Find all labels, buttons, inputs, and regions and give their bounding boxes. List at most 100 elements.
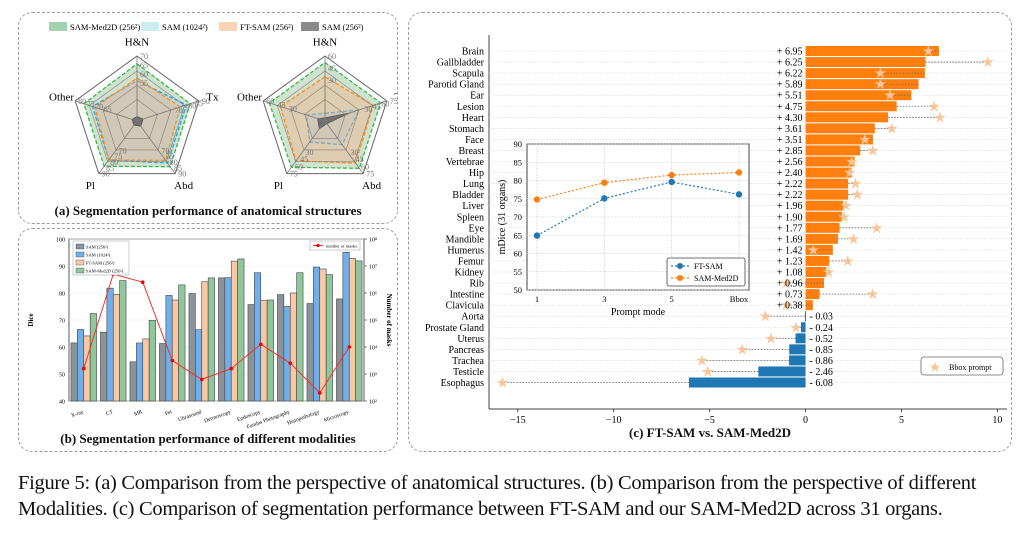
inset-point-sam-med2d: [735, 169, 743, 176]
radar-spoke: [98, 120, 138, 174]
radar-spoke: [75, 100, 138, 122]
inset-legend-marker: [677, 275, 683, 281]
radar-tick: 70: [161, 146, 169, 155]
organ-label: Uterus: [457, 334, 484, 345]
diff-value: - 6.08: [810, 378, 833, 389]
diff-bar: [805, 222, 840, 233]
diff-bar: [805, 101, 897, 112]
y2-axis-label: Number of masks: [385, 294, 393, 347]
bar-sam-1024-: [136, 342, 144, 402]
organ-label: Parotid Gland: [428, 80, 484, 91]
masks-point: [347, 345, 352, 349]
bbox-legend-label: Bbox prompt: [949, 363, 992, 372]
diff-bar: [805, 134, 873, 145]
masks-point: [170, 358, 175, 363]
bbox-prompt-star: ★: [701, 364, 714, 380]
diff-value: - 0.52: [810, 334, 833, 345]
radar-spoke: [263, 100, 326, 122]
bbox-prompt-star: ★: [780, 298, 793, 314]
diff-bar: [805, 200, 844, 211]
radar-tick: 75: [87, 100, 95, 109]
bar-sam-med2d-256-: [237, 258, 245, 402]
masks-point: [199, 377, 204, 382]
diff-value: - 0.03: [810, 312, 833, 323]
inset-y-label: mDice (31 organs): [497, 180, 508, 255]
radar-grid: [304, 99, 346, 139]
panel-b-title: (b) Segmentation performance of differen…: [60, 431, 356, 446]
figure-caption: Figure 5: (a) Comparison from the perspe…: [18, 472, 977, 520]
bbox-prompt-star: ★: [874, 66, 887, 82]
radar-tick: 75: [366, 170, 374, 179]
y2-tick: 10⁵: [369, 319, 377, 325]
organ-label: Clavicula: [446, 301, 485, 312]
organ-label: Humerus: [447, 245, 484, 256]
x-tick: −5: [704, 415, 715, 426]
organ-label: Lesion: [457, 102, 484, 113]
organ-label: Intestine: [450, 290, 485, 301]
legend-swatch: [75, 243, 85, 250]
organ-label: Kidney: [455, 268, 484, 279]
legend-label: SAM (1024²): [162, 22, 208, 32]
diff-value: + 1.96: [777, 201, 803, 212]
radar-tick: 75: [181, 104, 189, 113]
masks-point: [317, 391, 322, 395]
diff-bar: [805, 233, 838, 244]
masks-point: [288, 361, 293, 365]
bar-ft-sam-256-: [348, 258, 356, 402]
radar-tick: 60: [381, 100, 389, 109]
legend-label: number of masks: [326, 244, 357, 249]
diff-bar: [688, 377, 806, 388]
bar-sam-1024-: [313, 266, 321, 402]
radar-tick: 30: [289, 104, 297, 113]
organ-label: Mandible: [446, 234, 485, 245]
diff-bar: [789, 355, 806, 366]
diff-bar: [805, 167, 852, 178]
diff-value: + 1.77: [777, 223, 803, 234]
masks-point: [81, 366, 86, 371]
organ-label: Hip: [469, 168, 484, 179]
radar-tick: 60: [266, 97, 274, 106]
organ-label: Lung: [463, 179, 484, 190]
inset-y-tick: 60: [514, 249, 523, 259]
organ-label: Rib: [470, 279, 484, 290]
diff-value: + 2.40: [777, 168, 803, 179]
organ-label: Eye: [468, 223, 484, 234]
organ-label: Pancreas: [448, 345, 484, 356]
x-tick: 0: [803, 415, 808, 426]
bar-sam-med2d-256-: [148, 319, 156, 402]
inset-point-sam-med2d: [601, 179, 608, 186]
legend-label: FT-SAM (256²): [240, 22, 294, 32]
bar-sam-256-: [159, 343, 167, 402]
bbox-prompt-star: ★: [841, 254, 854, 270]
diff-value: + 4.75: [777, 102, 803, 113]
legend-label: SAM (256²): [322, 22, 364, 32]
radar-frame: [74, 55, 200, 175]
x-tick: Dermoscopy: [203, 409, 232, 424]
bar-sam-1024-: [165, 295, 173, 402]
inset-legend-marker: [677, 263, 683, 269]
bar-sam-256-: [100, 331, 108, 402]
radar-spoke: [136, 120, 176, 174]
diff-bar: [800, 322, 806, 333]
radar-tick: 80: [110, 158, 118, 167]
radar-tick: 85: [174, 164, 182, 173]
bar-ft-sam-256-: [171, 299, 179, 402]
bbox-prompt-star: ★: [885, 121, 898, 137]
radar-tick: 55: [140, 79, 148, 88]
bar-ft-sam-256-: [260, 300, 268, 402]
diff-bar: [804, 311, 806, 322]
bar-sam-med2d-256-: [325, 274, 333, 402]
inset-x-label: Prompt mode: [611, 307, 666, 318]
legend-swatch: [75, 267, 85, 274]
diff-bar: [805, 46, 939, 56]
inset-point-sam-med2d: [533, 196, 541, 203]
x-tick: Microscopy: [323, 409, 350, 424]
organ-label: Trachea: [452, 356, 484, 367]
radar-tick: 65: [104, 105, 112, 114]
bbox-prompt-star: ★: [866, 143, 879, 159]
legend-label: SAM (256²): [86, 245, 108, 250]
bbox-prompt-star: ★: [839, 199, 852, 215]
radar-tick: 70: [119, 146, 127, 155]
diff-value: + 4.30: [777, 113, 803, 124]
bar-ft-sam-256-: [201, 281, 209, 402]
